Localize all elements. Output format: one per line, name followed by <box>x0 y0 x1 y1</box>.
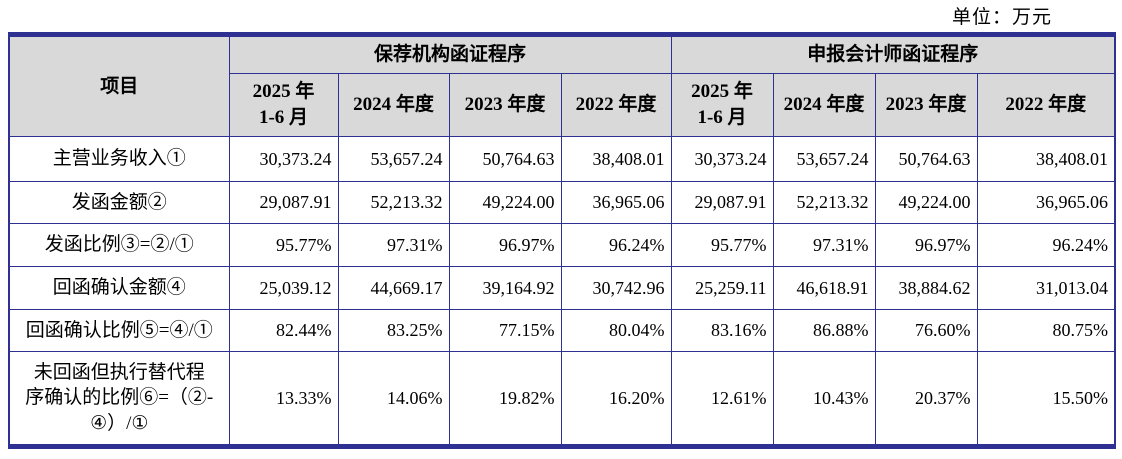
value-cell: 97.31% <box>337 223 450 267</box>
col-header-accountant-2025: 2025 年 1-6 月 <box>670 73 774 137</box>
value-cell: 25,259.11 <box>670 266 774 310</box>
value-cell: 16.20% <box>560 351 672 447</box>
value-cell: 76.60% <box>874 309 978 352</box>
table-row-alternative-procedures-ratio: 未回函但执行替代程 序确认的比例⑥=（②- ④）/① 13.33% 14.06%… <box>8 351 1116 447</box>
col-header-accountant-2024: 2024 年度 <box>772 73 876 137</box>
value-cell: 29,087.91 <box>228 181 339 224</box>
value-cell: 20.37% <box>874 351 978 447</box>
value-cell: 38,408.01 <box>560 136 672 182</box>
value-cell: 13.33% <box>228 351 339 447</box>
table-row-main-revenue: 主营业务收入① 30,373.24 53,657.24 50,764.63 38… <box>8 136 1116 182</box>
col-header-sponsor-2024: 2024 年度 <box>337 73 450 137</box>
value-cell: 53,657.24 <box>337 136 450 182</box>
group-header-accountant: 申报会计师函证程序 <box>670 34 1116 74</box>
value-cell: 80.75% <box>976 309 1116 352</box>
value-cell: 83.16% <box>670 309 774 352</box>
col-header-sponsor-2025: 2025 年 1-6 月 <box>228 73 339 137</box>
value-cell: 97.31% <box>772 223 876 267</box>
value-cell: 49,224.00 <box>448 181 562 224</box>
col-header-sponsor-2023: 2023 年度 <box>448 73 562 137</box>
col-header-sponsor-2022: 2022 年度 <box>560 73 672 137</box>
row-label: 发函比例③=②/① <box>8 223 230 267</box>
value-cell: 80.04% <box>560 309 672 352</box>
value-cell: 52,213.32 <box>337 181 450 224</box>
value-cell: 30,373.24 <box>228 136 339 182</box>
value-cell: 49,224.00 <box>874 181 978 224</box>
value-cell: 15.50% <box>976 351 1116 447</box>
group-header-sponsor: 保荐机构函证程序 <box>228 34 672 74</box>
col-header-item: 项目 <box>8 34 230 137</box>
value-cell: 50,764.63 <box>874 136 978 182</box>
table-row-replies-confirmed-ratio: 回函确认比例⑤=④/① 82.44% 83.25% 77.15% 80.04% … <box>8 309 1116 352</box>
value-cell: 96.97% <box>448 223 562 267</box>
value-cell: 95.77% <box>228 223 339 267</box>
value-cell: 46,618.91 <box>772 266 876 310</box>
table-row-letters-sent-amount: 发函金额② 29,087.91 52,213.32 49,224.00 36,9… <box>8 181 1116 224</box>
value-cell: 44,669.17 <box>337 266 450 310</box>
col-header-accountant-2023: 2023 年度 <box>874 73 978 137</box>
confirmation-procedure-table: 项目 保荐机构函证程序 申报会计师函证程序 2025 年 1-6 月 2024 … <box>8 32 1117 449</box>
value-cell: 38,408.01 <box>976 136 1116 182</box>
value-cell: 39,164.92 <box>448 266 562 310</box>
unit-label: 单位：万元 <box>951 7 1052 28</box>
value-cell: 12.61% <box>670 351 774 447</box>
value-cell: 96.97% <box>874 223 978 267</box>
value-cell: 36,965.06 <box>976 181 1116 224</box>
value-cell: 82.44% <box>228 309 339 352</box>
row-label: 回函确认金额④ <box>8 266 230 310</box>
value-cell: 31,013.04 <box>976 266 1116 310</box>
value-cell: 52,213.32 <box>772 181 876 224</box>
row-label: 未回函但执行替代程 序确认的比例⑥=（②- ④）/① <box>8 351 230 447</box>
row-label: 发函金额② <box>8 181 230 224</box>
value-cell: 96.24% <box>976 223 1116 267</box>
value-cell: 96.24% <box>560 223 672 267</box>
value-cell: 25,039.12 <box>228 266 339 310</box>
value-cell: 83.25% <box>337 309 450 352</box>
col-header-accountant-2022: 2022 年度 <box>976 73 1116 137</box>
value-cell: 77.15% <box>448 309 562 352</box>
value-cell: 38,884.62 <box>874 266 978 310</box>
value-cell: 53,657.24 <box>772 136 876 182</box>
value-cell: 30,742.96 <box>560 266 672 310</box>
value-cell: 29,087.91 <box>670 181 774 224</box>
table-row-letters-sent-ratio: 发函比例③=②/① 95.77% 97.31% 96.97% 96.24% 95… <box>8 223 1116 267</box>
row-label: 回函确认比例⑤=④/① <box>8 309 230 352</box>
value-cell: 95.77% <box>670 223 774 267</box>
value-cell: 19.82% <box>448 351 562 447</box>
row-label: 主营业务收入① <box>8 136 230 182</box>
value-cell: 14.06% <box>337 351 450 447</box>
value-cell: 30,373.24 <box>670 136 774 182</box>
value-cell: 10.43% <box>772 351 876 447</box>
value-cell: 86.88% <box>772 309 876 352</box>
table-row-replies-confirmed-amount: 回函确认金额④ 25,039.12 44,669.17 39,164.92 30… <box>8 266 1116 310</box>
value-cell: 36,965.06 <box>560 181 672 224</box>
value-cell: 50,764.63 <box>448 136 562 182</box>
